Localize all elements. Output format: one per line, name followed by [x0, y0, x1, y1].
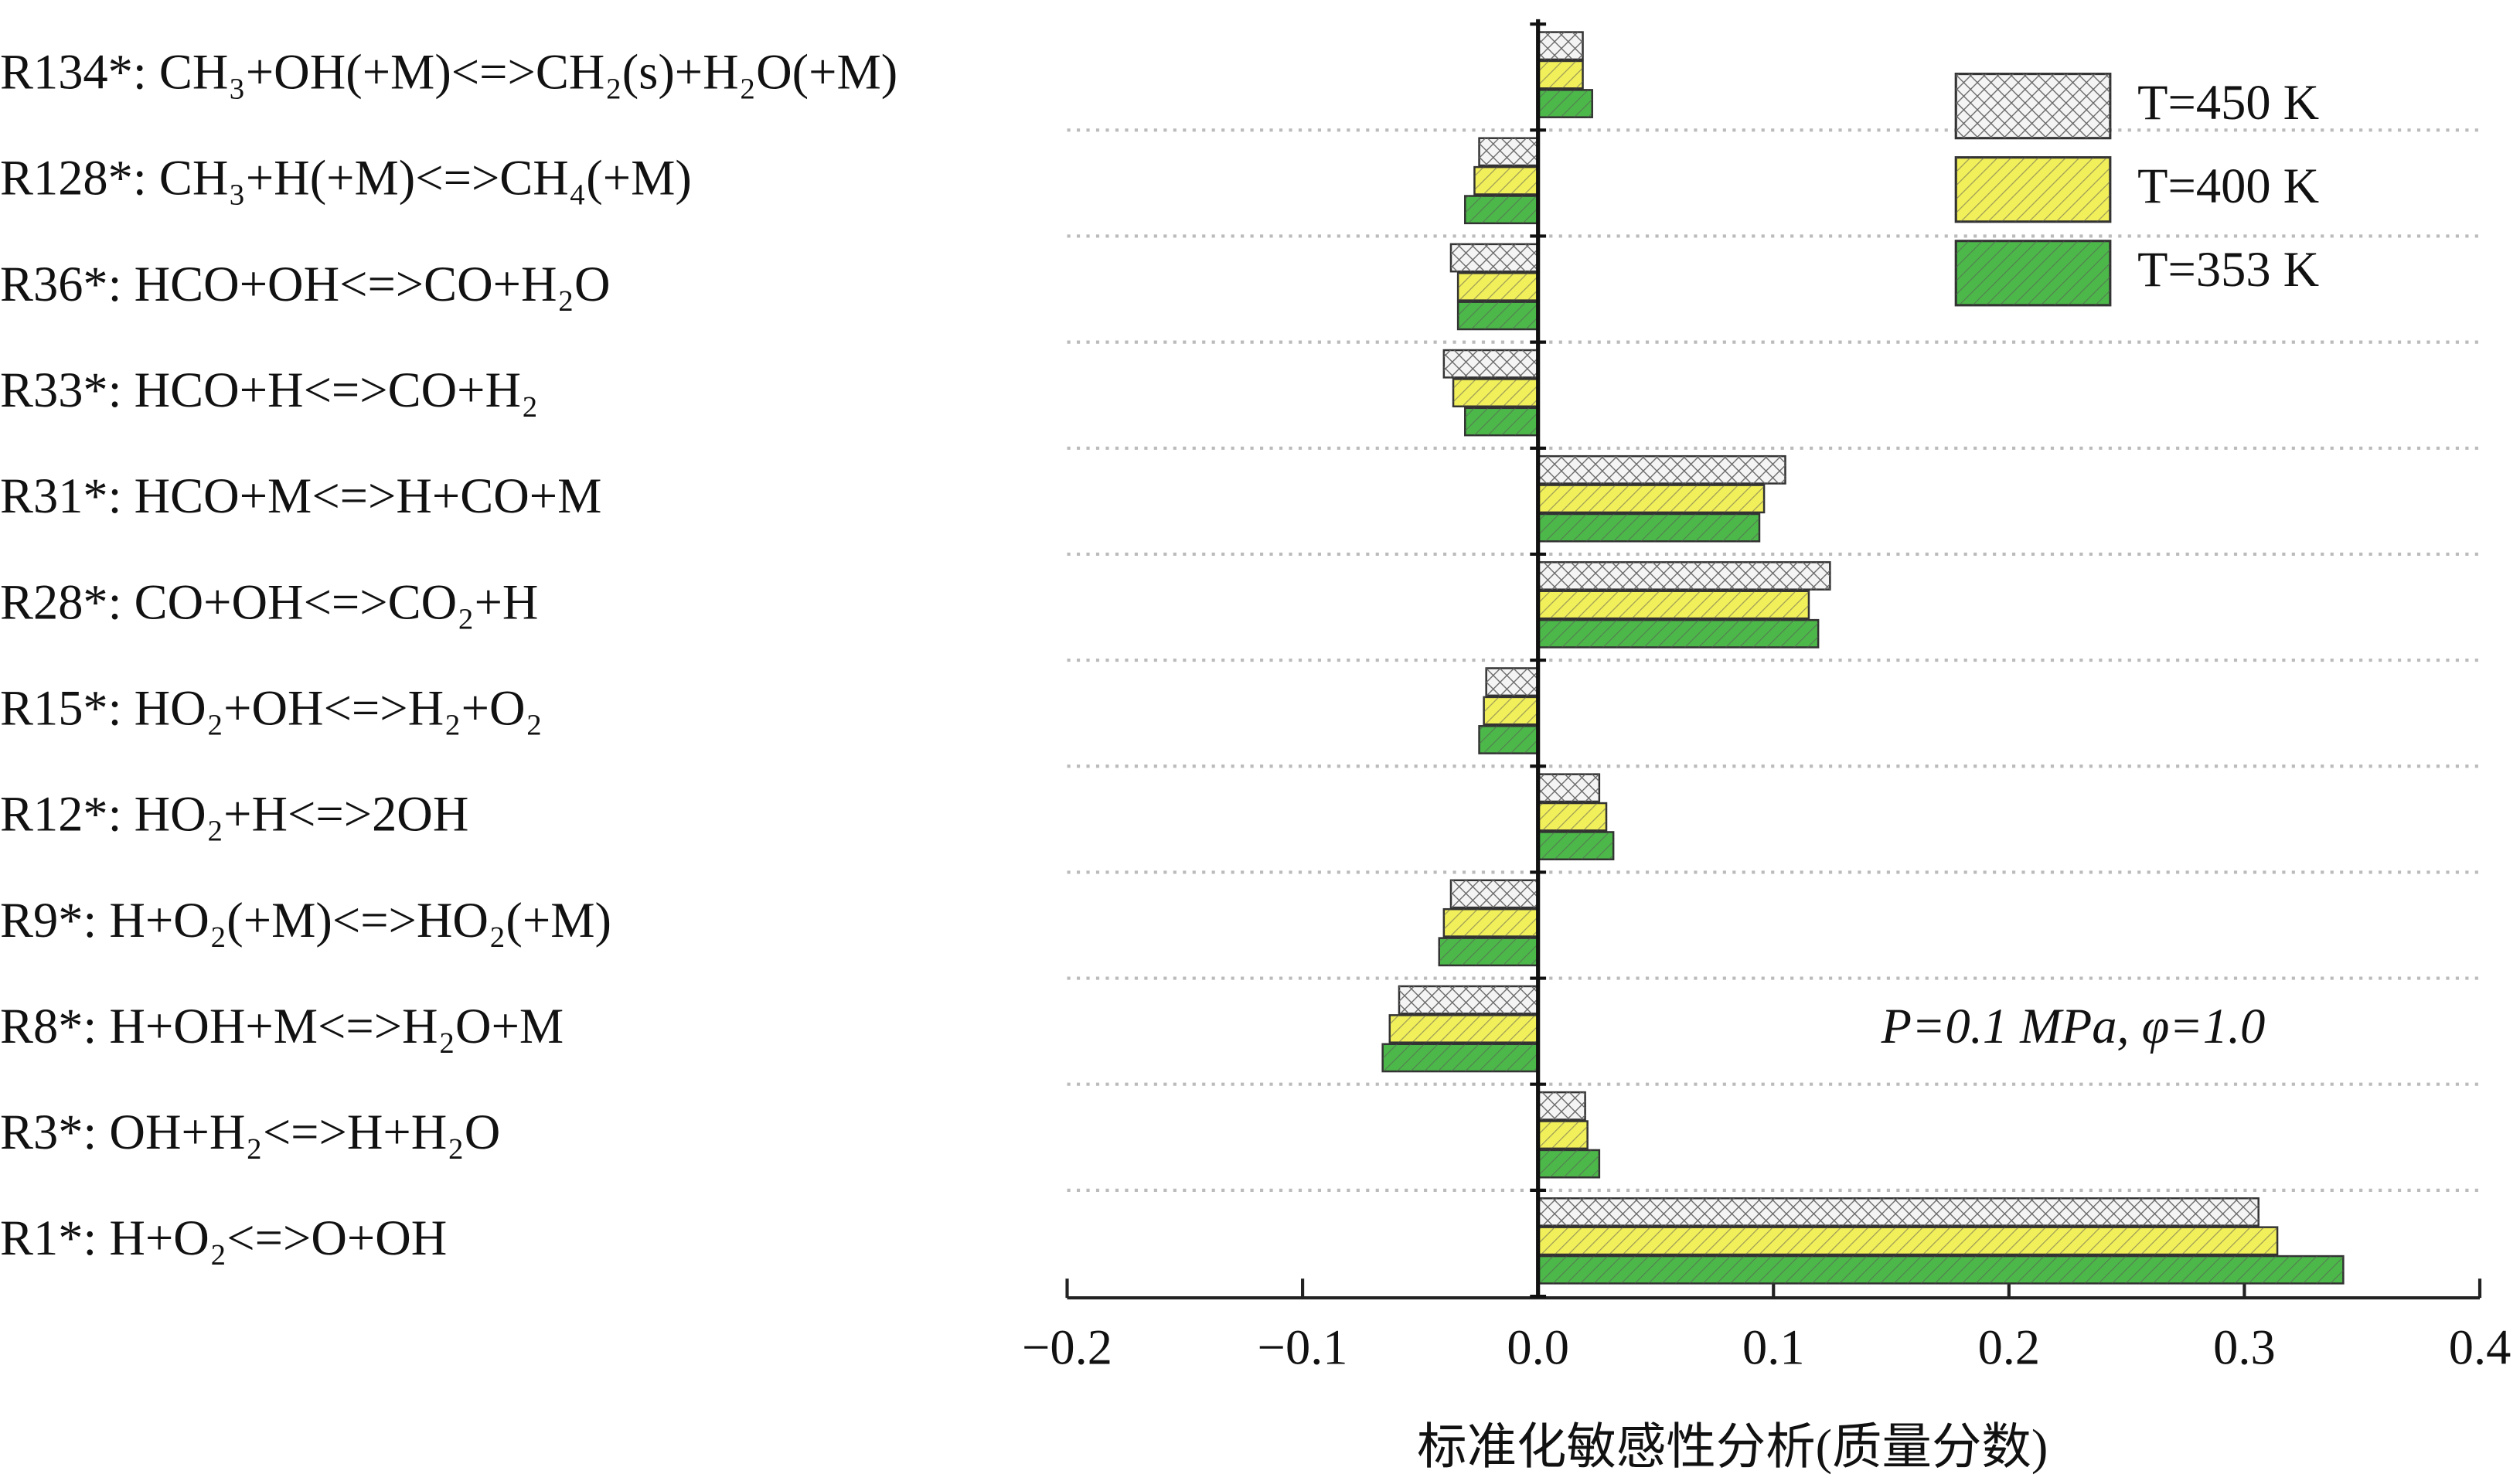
x-tick-label: −0.2 [1022, 1320, 1112, 1375]
category-label: R3*: OH+H₂<=>H+H₂O [0, 1105, 500, 1159]
bar-hatch [1474, 167, 1538, 195]
bar-hatch [1450, 243, 1538, 272]
x-tick-label: 0.2 [1978, 1320, 2041, 1375]
bar-hatch [1538, 90, 1592, 117]
category-label: R15*: HO₂+OH<=>H₂+O₂ [0, 680, 543, 735]
category-label: R1*: H+O₂<=>O+OH [0, 1210, 447, 1265]
bar-hatch [1538, 1121, 1588, 1149]
bar-hatch [1458, 301, 1538, 330]
category-label: R28*: CO+OH<=>CO₂+H [0, 574, 538, 629]
bar-hatch [1389, 1015, 1538, 1043]
bar-hatch [1538, 803, 1607, 831]
bar-hatch [1538, 1227, 2278, 1255]
bar-hatch [1443, 909, 1538, 937]
bar-hatch [1439, 938, 1538, 965]
category-label: R128*: CH₃+H(+M)<=>CH₄(+M) [0, 151, 692, 206]
x-tick-label: 0.4 [2449, 1320, 2511, 1375]
bar-hatch [1479, 138, 1538, 166]
category-label: R8*: H+OH+M<=>H₂O+M [0, 999, 564, 1054]
annotation: P=0.1 MPa, φ=1.0 [1881, 999, 2266, 1054]
bar-hatch [1538, 591, 1809, 619]
bar-hatch [1486, 668, 1538, 696]
category-label: R33*: HCO+H<=>CO+H₂ [0, 363, 538, 417]
bar-hatch [1465, 407, 1538, 436]
x-tick-label: 0.3 [2213, 1320, 2276, 1375]
bar-hatch [1538, 1198, 2259, 1226]
bar-hatch [1443, 350, 1538, 378]
legend-label: T=450 K [2137, 75, 2319, 130]
x-tick-label: 0.1 [1742, 1320, 1805, 1375]
category-label: R9*: H+O₂(+M)<=>HO₂(+M) [0, 893, 611, 948]
legend-label: T=353 K [2137, 242, 2319, 297]
bar-hatch [1479, 726, 1538, 754]
x-axis-label: 标准化敏感性分析(质量分数) [1417, 1419, 2048, 1474]
category-label: R36*: HCO+OH<=>CO+H₂O [0, 257, 611, 312]
bar-hatch [1450, 880, 1538, 908]
bar-hatch [1538, 562, 1830, 590]
bar-hatch [1538, 1256, 2344, 1284]
bar-hatch [1538, 32, 1583, 60]
legend-hatch [1956, 157, 2110, 222]
category-label: R12*: HO₂+H<=>2OH [0, 787, 468, 842]
bar-hatch [1538, 1092, 1585, 1120]
bar-hatch [1538, 485, 1765, 512]
bar-hatch [1538, 456, 1786, 484]
bar-hatch [1538, 1149, 1599, 1178]
bar-hatch [1538, 620, 1819, 648]
bar-hatch [1538, 513, 1759, 542]
bar-hatch [1538, 774, 1599, 802]
legend-label: T=400 K [2137, 158, 2319, 213]
x-tick-label: 0.0 [1507, 1320, 1569, 1375]
bar-hatch [1453, 379, 1538, 407]
bar-hatch [1398, 986, 1538, 1014]
bar-hatch [1538, 60, 1583, 89]
bar-hatch [1483, 696, 1538, 725]
bar-hatch [1465, 196, 1538, 223]
x-tick-label: −0.1 [1258, 1320, 1348, 1375]
category-label: R134*: CH₃+OH(+M)<=>CH₂(s)+H₂O(+M) [0, 45, 897, 100]
legend-hatch [1956, 73, 2110, 138]
legend-hatch [1956, 240, 2110, 305]
bar-hatch [1458, 273, 1538, 301]
bar-hatch [1538, 832, 1614, 860]
bar-hatch [1382, 1044, 1538, 1072]
category-label: R31*: HCO+M<=>H+CO+M [0, 468, 601, 523]
